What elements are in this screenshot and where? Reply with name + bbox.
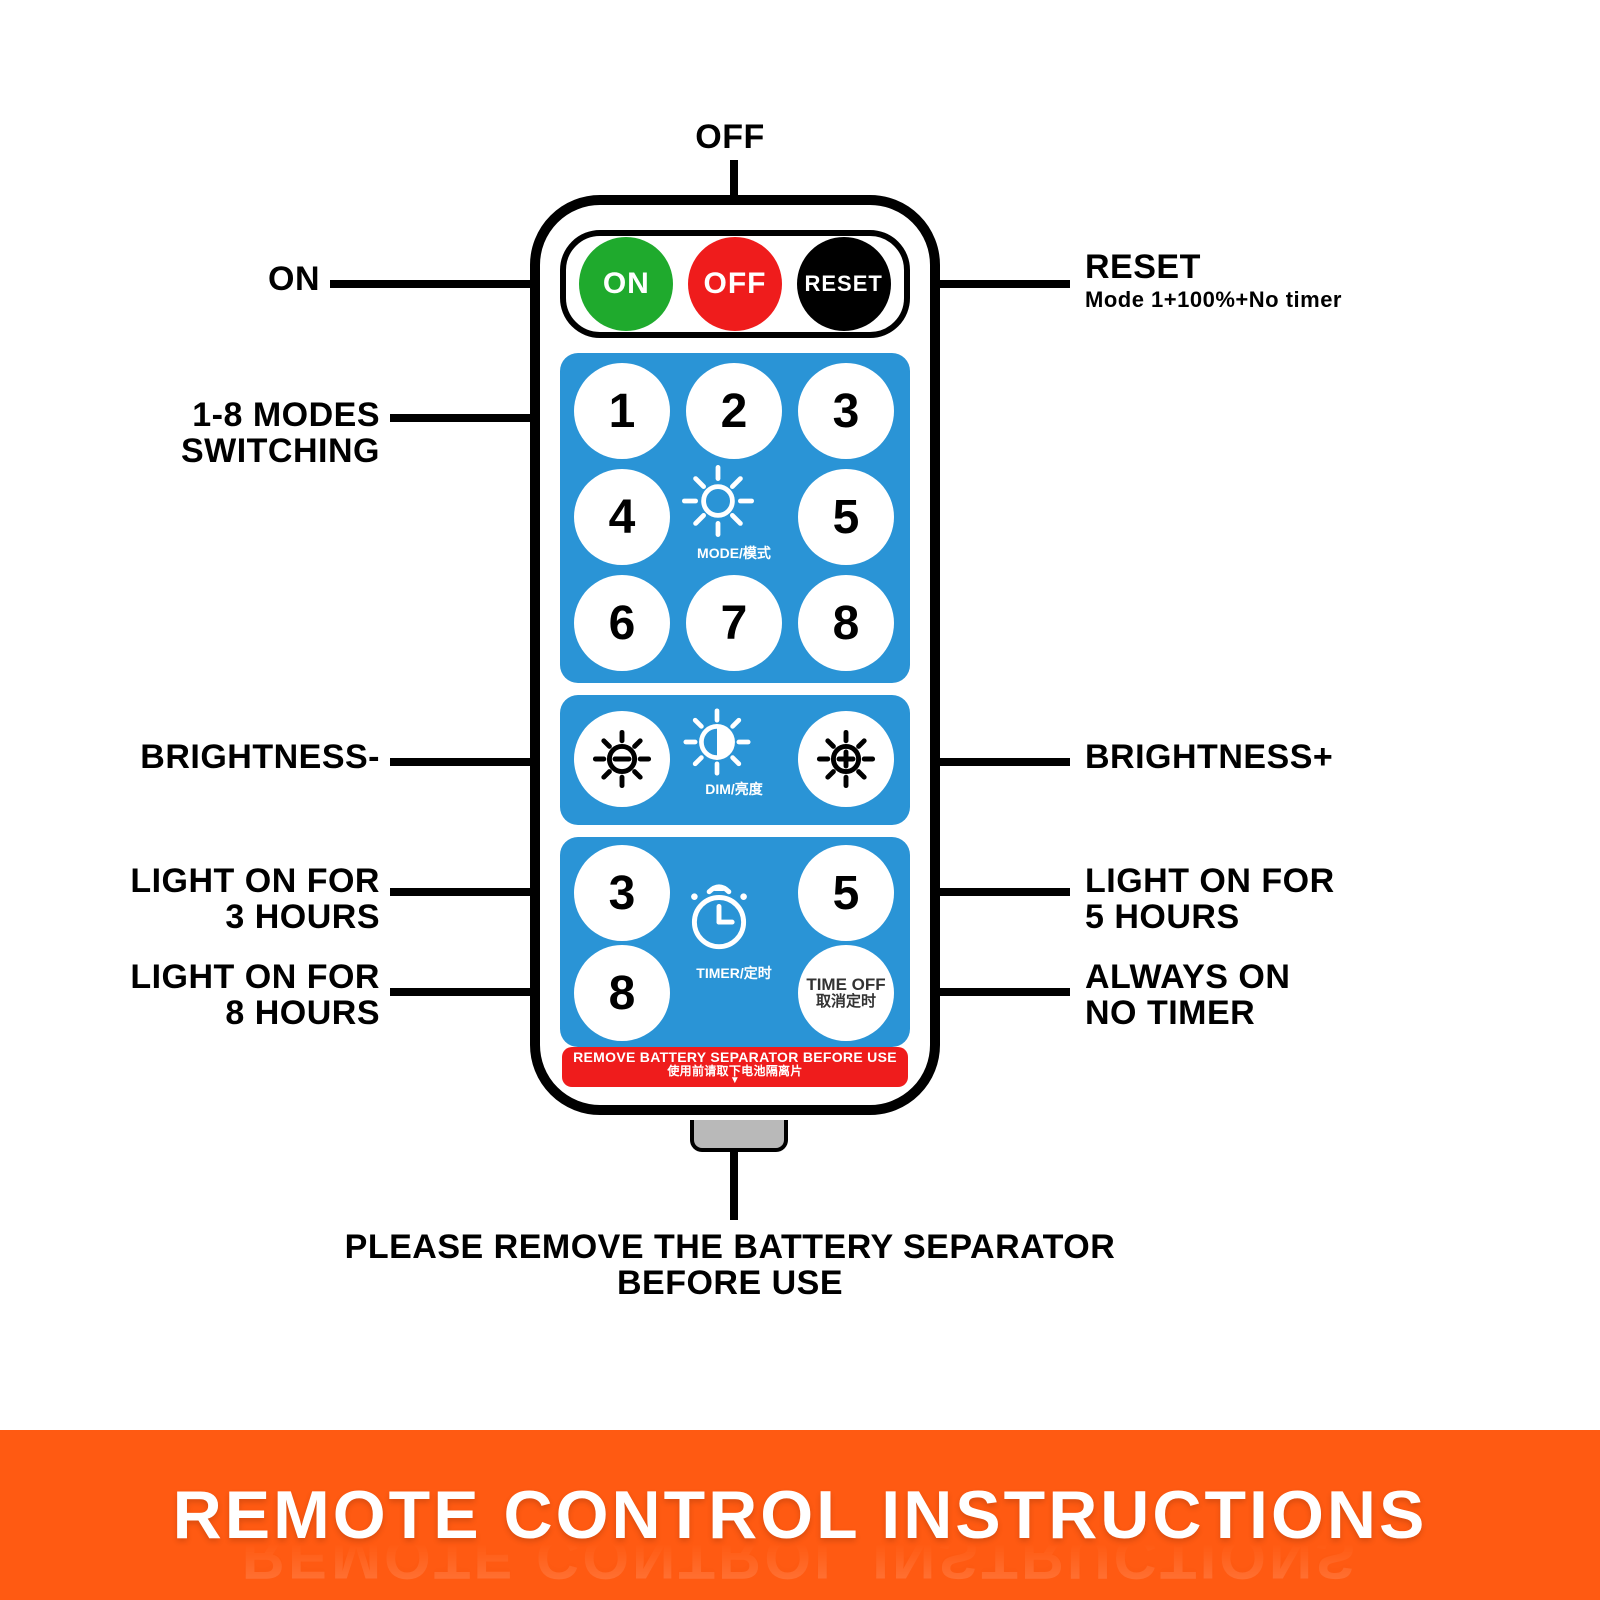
dim-caption: DIM/亮度 xyxy=(678,779,790,799)
mode-8-button[interactable]: 8 xyxy=(798,575,894,671)
battery-tab xyxy=(690,1120,788,1152)
callout-reset-title: RESET xyxy=(1085,248,1201,286)
timer-3h-button[interactable]: 3 xyxy=(574,845,670,941)
timer-off-top: TIME OFF xyxy=(806,976,885,994)
mode-5-button[interactable]: 5 xyxy=(798,469,894,565)
title-banner: REMOTE CONTROL INSTRUCTIONS REMOTE CONTR… xyxy=(0,1430,1600,1600)
callout-reset-sub: Mode 1+100%+No timer xyxy=(1085,288,1342,311)
reset-button[interactable]: RESET xyxy=(797,237,891,331)
infographic-stage: OFF ON RESET Mode 1+100%+No timer 1-8 MO… xyxy=(0,0,1600,1600)
mode-gear-icon: MODE/模式 xyxy=(678,461,790,573)
timer-8h-button[interactable]: 8 xyxy=(574,945,670,1041)
callout-l5: LIGHT ON FOR 5 HOURS xyxy=(1085,864,1335,935)
mode-caption: MODE/模式 xyxy=(678,543,790,563)
power-row: ON OFF RESET xyxy=(560,230,910,338)
modes-panel: 1 2 3 4 5 6 7 8 xyxy=(560,353,910,683)
callout-off: OFF xyxy=(650,120,810,156)
timer-off-bottom: 取消定时 xyxy=(806,994,885,1010)
callout-bplus: BRIGHTNESS+ xyxy=(1085,740,1333,776)
off-button[interactable]: OFF xyxy=(688,237,782,331)
mode-6-button[interactable]: 6 xyxy=(574,575,670,671)
callout-l8: LIGHT ON FOR 8 HOURS xyxy=(90,960,380,1031)
mode-7-button[interactable]: 7 xyxy=(686,575,782,671)
callout-modes: 1-8 MODES SWITCHING xyxy=(120,398,380,469)
callout-bminus: BRIGHTNESS- xyxy=(90,740,380,776)
timer-panel: 3 5 8 TIME OFF 取消定时 xyxy=(560,837,910,1047)
remote-body: ON OFF RESET 1 2 3 4 5 6 7 8 xyxy=(530,195,940,1115)
callout-reset: RESET Mode 1+100%+No timer xyxy=(1085,250,1342,311)
mode-4-button[interactable]: 4 xyxy=(574,469,670,565)
mode-2-button[interactable]: 2 xyxy=(686,363,782,459)
brightness-plus-icon xyxy=(811,724,881,794)
title-banner-text: REMOTE CONTROL INSTRUCTIONS xyxy=(173,1476,1428,1554)
brightness-minus-icon xyxy=(587,724,657,794)
callout-always: ALWAYS ON NO TIMER xyxy=(1085,960,1290,1031)
callout-l3: LIGHT ON FOR 3 HOURS xyxy=(90,864,380,935)
dim-panel: DIM/亮度 xyxy=(560,695,910,825)
timer-5h-button[interactable]: 5 xyxy=(798,845,894,941)
warning-line1: REMOVE BATTERY SEPARATOR BEFORE USE xyxy=(562,1050,908,1065)
lead-battery xyxy=(730,1150,738,1220)
warning-arrow-icon: ▼ xyxy=(562,1078,908,1084)
mode-1-button[interactable]: 1 xyxy=(574,363,670,459)
timer-off-button[interactable]: TIME OFF 取消定时 xyxy=(798,945,894,1041)
callout-on: ON xyxy=(230,262,320,298)
callout-battery: PLEASE REMOVE THE BATTERY SEPARATOR BEFO… xyxy=(250,1230,1210,1301)
brightness-minus-button[interactable] xyxy=(574,711,670,807)
timer-caption: TIMER/定时 xyxy=(678,963,790,983)
brightness-plus-button[interactable] xyxy=(798,711,894,807)
mode-3-button[interactable]: 3 xyxy=(798,363,894,459)
timer-clock-icon: TIMER/定时 xyxy=(678,877,790,1007)
on-button[interactable]: ON xyxy=(579,237,673,331)
battery-warning-strip: REMOVE BATTERY SEPARATOR BEFORE USE 使用前请… xyxy=(562,1047,908,1087)
dim-contrast-icon: DIM/亮度 xyxy=(678,703,790,815)
